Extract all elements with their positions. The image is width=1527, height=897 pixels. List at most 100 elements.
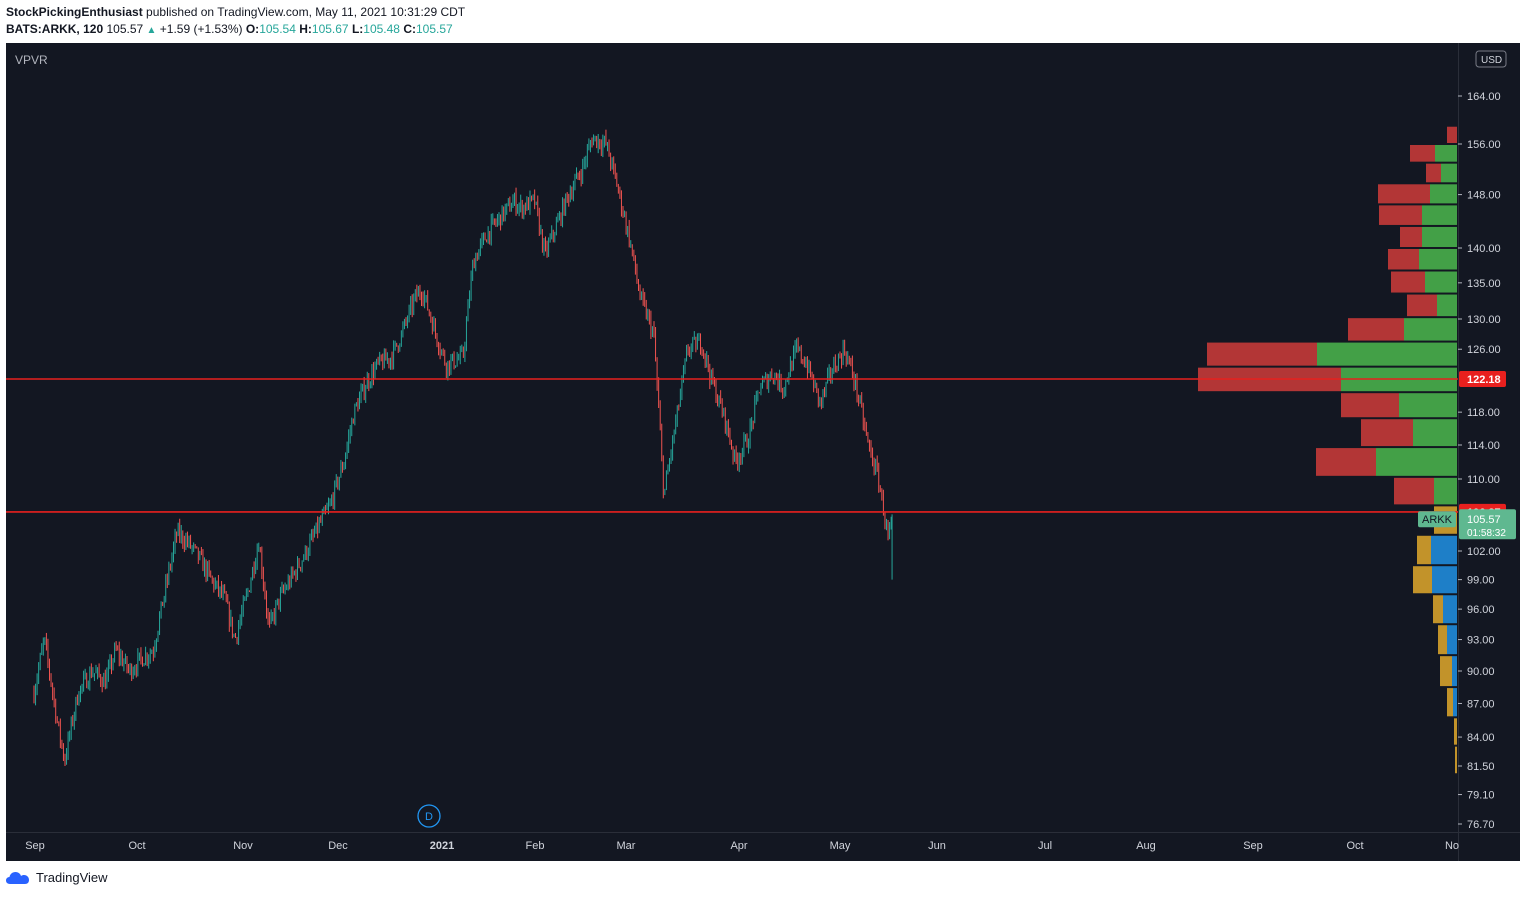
brand-name: TradingView — [36, 870, 108, 885]
volume-bar-down — [1455, 746, 1457, 774]
volume-bar-down — [1391, 271, 1425, 293]
volume-bar-down — [1426, 163, 1441, 183]
volume-bar-down — [1394, 477, 1434, 505]
high-value: 105.67 — [311, 22, 349, 36]
y-tick-label: 93.00 — [1467, 635, 1495, 647]
volume-bar-down — [1341, 393, 1399, 418]
volume-bar-down — [1388, 249, 1419, 270]
y-tick-label: 96.00 — [1467, 604, 1495, 616]
x-tick-label: Jul — [1038, 840, 1052, 852]
y-tick-label: 87.00 — [1467, 698, 1495, 710]
y-tick-label: 99.00 — [1467, 575, 1495, 587]
published-text: published on TradingView.com, May 11, 20… — [146, 5, 466, 19]
volume-bar-down — [1447, 126, 1457, 143]
y-tick-label: 135.00 — [1467, 278, 1501, 290]
y-tick-label: 102.00 — [1467, 546, 1501, 558]
volume-bar-up — [1432, 566, 1457, 594]
currency-badge-label: USD — [1481, 55, 1502, 66]
x-tick-label: Dec — [328, 840, 348, 852]
volume-bar-down — [1407, 294, 1437, 317]
level-price-tag — [1459, 371, 1506, 387]
volume-bar-up — [1434, 477, 1457, 505]
volume-bar-up — [1422, 205, 1457, 225]
volume-bar-down — [1433, 595, 1443, 624]
volume-bar-up — [1317, 342, 1457, 366]
volume-bar-up — [1441, 163, 1457, 183]
y-tick-label: 110.00 — [1467, 474, 1500, 486]
y-tick-label: 156.00 — [1467, 139, 1501, 151]
x-tick-label: Oct — [1346, 840, 1363, 852]
y-tick-label: 118.00 — [1467, 407, 1500, 419]
vpvr-label[interactable]: VPVR — [15, 53, 48, 67]
high-label: H: — [299, 22, 312, 36]
chart-background — [6, 43, 1520, 861]
x-tick-label: Feb — [526, 840, 545, 852]
x-tick-label: Nov — [233, 840, 253, 852]
dividend-marker-icon[interactable] — [417, 804, 441, 828]
volume-bar-up — [1437, 294, 1457, 317]
candlestick-chart[interactable]: VPVR 76.70 79.10 81.50 84.00 87.00 90.00 93.00 9… — [6, 43, 1520, 861]
volume-bar-down — [1447, 688, 1453, 717]
volume-bar-up — [1430, 184, 1457, 204]
y-tick-label: 79.10 — [1467, 790, 1495, 802]
symbol-label: BATS:ARKK, 120 — [6, 22, 104, 36]
volume-bar-down — [1361, 419, 1413, 447]
volume-bar-down — [1454, 718, 1457, 745]
last-price-label: 105.57 — [1467, 514, 1501, 526]
volume-bar-down — [1378, 184, 1430, 204]
x-tick-label: Sep — [1243, 840, 1263, 852]
x-tick-label: Apr — [730, 840, 747, 852]
volume-bar-down — [1438, 625, 1447, 655]
y-tick-label: 81.50 — [1467, 761, 1495, 773]
volume-bar-down — [1207, 342, 1317, 366]
x-tick-label: Oct — [128, 840, 145, 852]
volume-bar-up — [1443, 595, 1457, 624]
x-tick-label: Sep — [25, 840, 45, 852]
volume-bar-up — [1431, 535, 1457, 565]
x-tick-label: No — [1445, 840, 1459, 852]
open-label: O: — [245, 22, 260, 36]
low-value: 105.48 — [363, 22, 400, 36]
x-tick-label: Aug — [1136, 840, 1156, 852]
y-tick-label: 114.00 — [1467, 440, 1500, 452]
volume-bar-down — [1379, 205, 1422, 225]
volume-bar-up — [1413, 419, 1457, 447]
volume-bar-up — [1404, 318, 1457, 341]
x-tick-label: May — [830, 840, 851, 852]
y-tick-label: 130.00 — [1467, 314, 1501, 326]
y-tick-label: 164.00 — [1467, 91, 1501, 103]
symbol-info: BATS:ARKK, 120 105.57 ▲ +1.59 (+1.53%) O… — [6, 22, 453, 36]
y-tick-label: 126.00 — [1467, 344, 1501, 356]
close-value: 105.57 — [416, 22, 453, 36]
low-label: L: — [351, 22, 364, 36]
countdown-label: 01:58:32 — [1467, 528, 1506, 539]
volume-bar-up — [1419, 249, 1457, 270]
chart-area[interactable]: VPVR 76.70 79.10 81.50 84.00 87.00 90.00 93.00 9… — [6, 43, 1520, 861]
close-label: C: — [403, 22, 416, 36]
volume-bar-down — [1348, 318, 1404, 341]
currency-badge[interactable] — [1475, 50, 1507, 68]
volume-bar-down — [1417, 535, 1431, 565]
volume-bar-up — [1376, 448, 1457, 476]
up-arrow-icon: ▲ — [146, 25, 157, 36]
volume-bar-down — [1410, 145, 1435, 162]
volume-bar-down — [1400, 226, 1422, 247]
x-tick-label: 2021 — [430, 840, 454, 852]
open-value: 105.54 — [259, 22, 296, 36]
last-price-tag — [1459, 509, 1516, 540]
last-price-text: 105.57 — [106, 22, 144, 36]
x-tick-label: Jun — [928, 840, 946, 852]
volume-bar-up — [1452, 656, 1457, 687]
y-tick-label: 140.00 — [1467, 243, 1501, 255]
dividend-marker-label: D — [425, 811, 433, 823]
publish-info: StockPickingEnthusiast published on Trad… — [6, 5, 465, 19]
change-text: +1.59 (+1.53%) — [159, 22, 243, 36]
y-tick-label: 90.00 — [1467, 666, 1495, 678]
volume-bar-down — [1413, 566, 1432, 594]
y-tick-label: 84.00 — [1467, 732, 1495, 744]
author-name[interactable]: StockPickingEnthusiast — [6, 5, 143, 19]
footer-brand[interactable]: TradingView — [6, 870, 108, 885]
volume-bar-up — [1425, 271, 1457, 293]
symbol-tag-label: ARKK — [1422, 514, 1453, 526]
tradingview-cloud-icon — [6, 871, 29, 884]
